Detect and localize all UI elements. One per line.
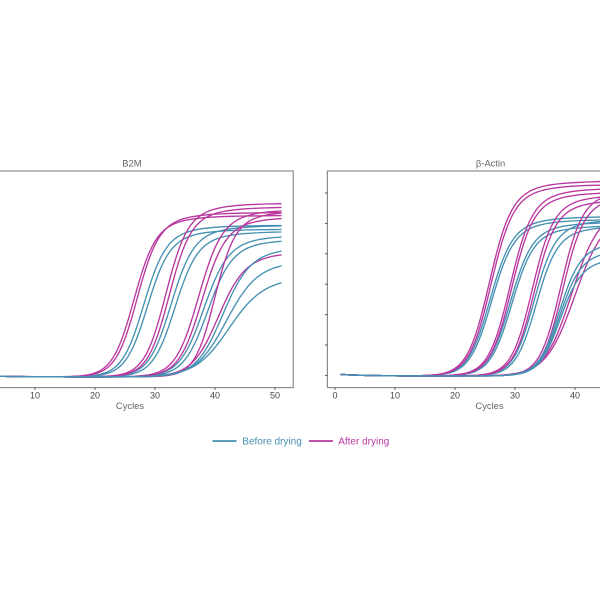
svg-text:Cycles: Cycles (475, 400, 503, 411)
svg-text:10: 10 (30, 390, 40, 400)
svg-text:After drying: After drying (338, 436, 389, 447)
svg-text:20: 20 (90, 390, 100, 400)
svg-text:40: 40 (210, 390, 220, 400)
svg-text:Cycles: Cycles (116, 400, 144, 411)
svg-text:10: 10 (390, 390, 400, 400)
svg-text:β-Actin: β-Actin (476, 157, 505, 168)
svg-text:B2M: B2M (122, 157, 141, 168)
svg-text:0: 0 (332, 390, 337, 400)
svg-text:30: 30 (510, 390, 520, 400)
svg-text:20: 20 (450, 390, 460, 400)
svg-text:50: 50 (270, 390, 280, 400)
svg-text:30: 30 (150, 390, 160, 400)
svg-text:40: 40 (570, 390, 580, 400)
svg-text:Before drying: Before drying (242, 436, 301, 447)
